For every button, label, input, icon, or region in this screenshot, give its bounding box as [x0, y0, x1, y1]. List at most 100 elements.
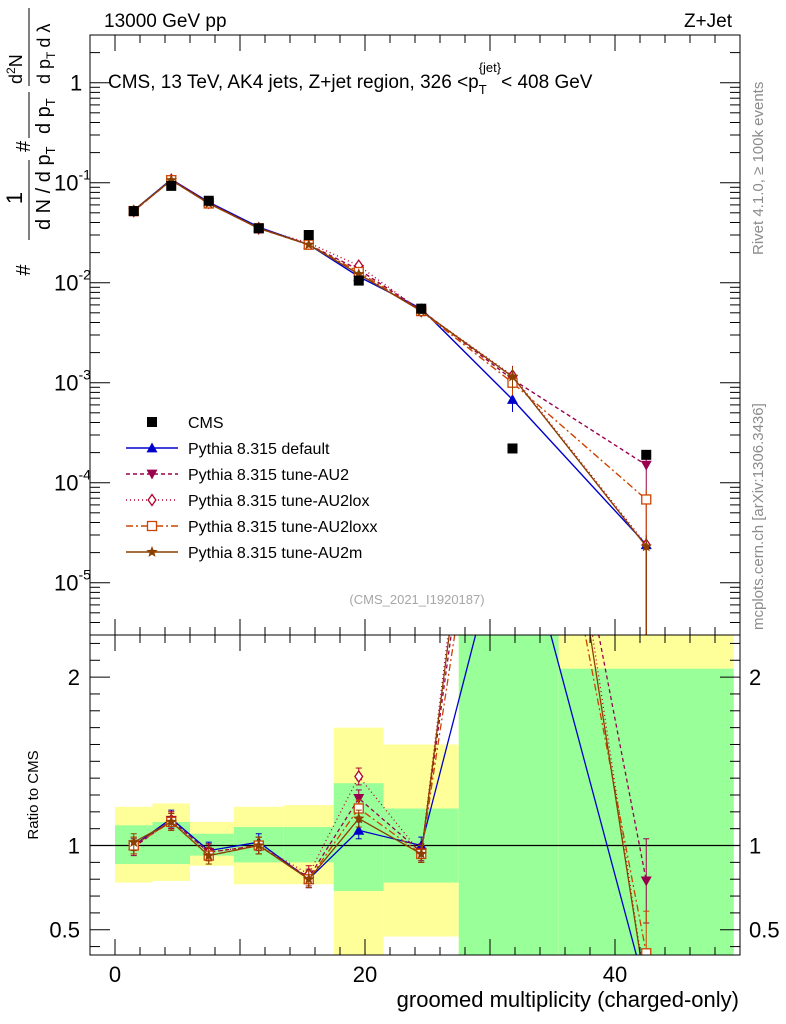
chart-title-part-b: < 408 GeV	[501, 72, 593, 93]
main-y-tick-base: 10	[54, 171, 78, 196]
main-y-tick-label-4: 10-1	[54, 167, 91, 196]
legend-label-1: Pythia 8.315 default	[188, 441, 330, 458]
legend-label-4: Pythia 8.315 tune-AU2loxx	[188, 519, 377, 536]
y-label-den-3-text: d p	[34, 59, 54, 84]
main-y-tick-base: 1	[70, 71, 82, 96]
y-label-den-3: d pTd λ	[34, 24, 58, 84]
ratio-y-tick-label-right-2: 2	[749, 665, 761, 690]
ratio-4-point-4	[303, 873, 315, 885]
main-y-tick-label-2: 10-3	[54, 367, 91, 396]
legend-label-0: CMS	[188, 415, 224, 432]
legend-marker-0	[147, 417, 157, 427]
ratio-plot-marks	[128, 635, 652, 955]
ratio-4-point-1	[165, 815, 177, 827]
ratio-0-point-5	[353, 824, 365, 835]
cms-data-point-8	[641, 449, 652, 460]
x-axis-label: groomed multiplicity (charged-only)	[397, 987, 739, 1012]
ratio-y-tick-label-right-0: 0.5	[749, 918, 780, 943]
chart-title: CMS, 13 TeV, AK4 jets, Z+jet region, 326…	[108, 60, 593, 97]
chart-title-sup: {jet}	[479, 60, 502, 75]
series-4-point-1	[165, 174, 177, 185]
ratio-y-tick-label-left-1: 1	[68, 834, 80, 859]
header-region-label: Z+Jet	[684, 11, 733, 32]
ratio-1-point-8	[640, 876, 652, 887]
series-line-0	[133, 178, 647, 546]
series-0-point-7	[507, 393, 518, 404]
x-tick-label-0: 0	[109, 962, 121, 987]
cms-data-point-4	[303, 230, 314, 240]
ratio-1-point-5	[353, 793, 365, 804]
y-label-den-2-sub: T	[43, 98, 58, 106]
mcplots-reference-label: mcplots.cern.ch [arXiv:1306.3436]	[750, 403, 767, 630]
cms-data-point-2	[203, 195, 214, 206]
ratio-2-point-5	[354, 769, 364, 784]
cms-data-point-6	[416, 303, 427, 314]
series-4-point-5	[353, 268, 365, 279]
header-process-label: 13000 GeV pp	[104, 11, 227, 32]
main-plot-panel: 10-510-410-310-210-11 CMS, 13 TeV, AK4 j…	[54, 34, 741, 636]
ratio-4-point-0	[128, 836, 140, 847]
main-y-tick-exponent: -2	[78, 267, 91, 283]
main-plot-marks	[128, 173, 652, 635]
y-label-den-2: d pT	[33, 98, 58, 134]
chart-title-sub: T	[479, 82, 487, 97]
main-y-tick-base: 10	[54, 371, 78, 396]
main-y-tick-label-0: 10-5	[54, 567, 91, 596]
ratio-y-axis: 0.5 0.5 1 1 2 2	[49, 642, 780, 948]
chart-title-part-a: CMS, 13 TeV, AK4 jets, Z+jet region, 326…	[108, 72, 479, 93]
main-y-tick-base: 10	[54, 271, 78, 296]
ratio-4-point-5	[353, 812, 365, 824]
ratio-plot-panel: 0.5 0.5 1 1 2 2 Ratio to CMS	[25, 634, 780, 956]
cms-data-point-0	[128, 206, 139, 217]
main-y-tick-base: 10	[54, 571, 78, 596]
legend: CMS Pythia 8.315 default Pythia 8.315 tune…	[126, 415, 377, 562]
y-label-den-3-sub: T	[44, 51, 58, 59]
ratio-4-point-3	[253, 839, 265, 851]
ratio-y-tick-label-left-0: 0.5	[49, 918, 80, 943]
main-y-tick-exponent: -4	[78, 467, 91, 483]
ratio-3-point-8	[641, 948, 652, 955]
series-line-2	[133, 178, 647, 546]
y-label-num-3-n: N	[6, 54, 26, 67]
main-y-tick-exponent: -3	[78, 367, 91, 383]
cms-data-point-5	[353, 275, 364, 286]
ratio-4-point-6	[415, 847, 427, 859]
y-label-num-3: d2N	[4, 54, 26, 84]
cms-data-point-1	[166, 180, 177, 191]
series-4-point-8	[640, 540, 652, 552]
main-y-tick-label-3: 10-2	[54, 267, 91, 296]
series-4-point-4	[303, 238, 315, 250]
x-axis: 0 20 40	[109, 35, 741, 987]
legend-label-3: Pythia 8.315 tune-AU2lox	[188, 493, 369, 510]
ratio-green-band-4	[283, 827, 334, 863]
main-y-tick-exponent: -5	[78, 567, 91, 583]
cms-data-point-7	[507, 443, 518, 454]
y-label-den-1-text: d N / d p	[33, 154, 55, 230]
main-y-axis: 10-510-410-310-210-11	[54, 34, 740, 636]
series-3-point-8	[641, 494, 652, 505]
legend-marker-1	[146, 442, 158, 453]
main-y-tick-label-5: 1	[70, 71, 82, 96]
y-label-den-1: d N / d pT	[33, 146, 58, 230]
analysis-watermark: (CMS_2021_I1920187)	[349, 592, 484, 607]
ratio-4-point-2	[203, 849, 215, 861]
y-label-hash-2: #	[13, 140, 35, 152]
y-label-num-3-d: d	[6, 74, 26, 84]
legend-label-2: Pythia 8.315 tune-AU2	[188, 467, 349, 484]
series-4-point-7	[506, 370, 519, 382]
y-axis-label: # 1 d N / d pT # d pT d2N d pTd λ	[2, 8, 58, 276]
main-y-tick-base: 10	[54, 471, 78, 496]
ratio-green-band-7	[458, 635, 559, 955]
x-tick-label-1: 20	[353, 962, 377, 987]
legend-marker-5	[146, 546, 158, 557]
legend-marker-2	[146, 469, 158, 480]
series-1-point-8	[640, 460, 652, 471]
series-line-4	[133, 179, 647, 547]
y-label-hash-1: #	[13, 264, 35, 276]
main-y-tick-exponent: -1	[78, 167, 91, 183]
rivet-version-label: Rivet 4.1.0, ≥ 100k events	[750, 82, 767, 255]
y-label-one: 1	[2, 192, 27, 204]
legend-marker-4	[146, 520, 158, 532]
y-label-den-2-text: d p	[33, 106, 55, 134]
